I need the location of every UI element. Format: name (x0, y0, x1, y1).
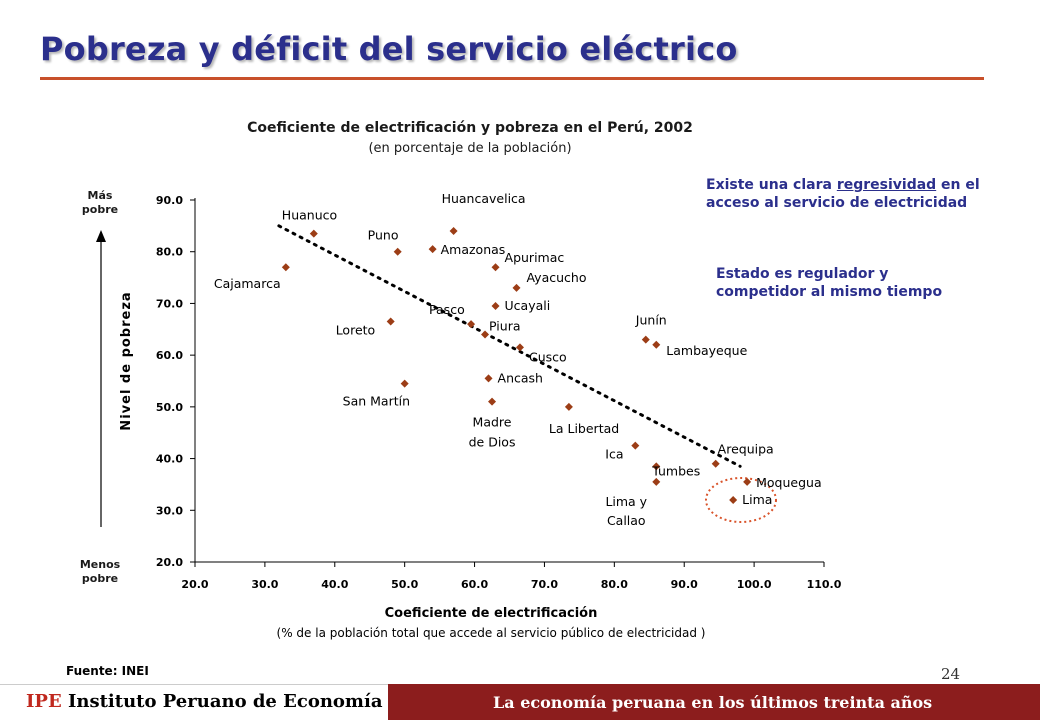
axis-top-annotation: Más pobre (81, 189, 119, 216)
x-axis-subtitle: (% de la población total que accede al s… (277, 626, 706, 640)
data-point (393, 247, 402, 256)
y-tick-label: 90.0 (156, 194, 183, 207)
point-label: Cusco (529, 349, 567, 364)
x-tick-label: 70.0 (531, 578, 558, 591)
trendline (277, 224, 742, 468)
point-label: Ayacucho (526, 270, 586, 285)
footer-brand-short: IPE (26, 691, 62, 712)
point-label: Tumbes (651, 463, 700, 478)
slide-title: Pobreza y déficit del servicio eléctrico (40, 30, 738, 68)
chart-title: Coeficiente de electrificación y pobreza… (247, 120, 693, 136)
point-label: Madre (473, 415, 512, 430)
point-label: Ica (605, 447, 623, 462)
footer-brand-full: Instituto Peruano de Economía (67, 691, 383, 712)
poverty-arrow-head (96, 230, 106, 242)
point-label: Apurimac (505, 250, 565, 265)
note-regresividad-after: en el acceso al servicio de electricidad (706, 177, 980, 211)
point-label: Lima (742, 492, 772, 507)
data-point (491, 263, 500, 272)
note-regresividad-before: Existe una clara (706, 177, 837, 193)
data-point (711, 459, 720, 468)
point-label: Lambayeque (666, 343, 747, 358)
point-label: Huanuco (282, 208, 337, 223)
y-axis-title: Nivel de pobreza (119, 291, 134, 430)
data-point (484, 374, 493, 383)
x-tick-label: 80.0 (601, 578, 628, 591)
point-label: Huancavelica (442, 191, 526, 206)
data-point (449, 227, 458, 236)
data-point (512, 283, 521, 292)
point-label: Lima y (605, 494, 647, 509)
x-tick-label: 100.0 (737, 578, 772, 591)
data-point (729, 495, 738, 504)
point-label: de Dios (469, 435, 516, 450)
x-tick-label: 50.0 (391, 578, 418, 591)
data-point (652, 340, 661, 349)
point-label: Loreto (336, 323, 376, 338)
point-label: Cajamarca (214, 276, 281, 291)
point-label: San Martín (343, 394, 410, 409)
point-label: Ucayali (505, 298, 551, 313)
point-label: La Libertad (549, 421, 619, 436)
data-point (488, 397, 497, 406)
y-tick-label: 50.0 (156, 401, 183, 414)
point-label: Moquegua (756, 475, 822, 490)
footer-tagline-area: La economía peruana en los últimos trein… (388, 684, 1040, 720)
footer-tagline: La economía peruana en los últimos trein… (493, 693, 933, 712)
y-tick-label: 30.0 (156, 504, 183, 517)
page-number: 24 (941, 665, 961, 683)
footer-band: IPE Instituto Peruano de Economía La eco… (0, 684, 1040, 721)
x-tick-label: 30.0 (251, 578, 278, 591)
data-point (467, 320, 476, 329)
chart-subtitle: (en porcentaje de la población) (368, 141, 572, 156)
axis-bottom-annotation: Menos pobre (79, 558, 121, 585)
point-label: Pasco (429, 302, 465, 317)
data-point (281, 263, 290, 272)
data-point (743, 477, 752, 486)
x-tick-label: 60.0 (461, 578, 488, 591)
data-point (309, 229, 318, 238)
title-rule (40, 77, 984, 80)
point-label: Puno (368, 228, 399, 243)
x-tick-label: 40.0 (321, 578, 348, 591)
y-tick-label: 70.0 (156, 297, 183, 310)
x-tick-label: 110.0 (807, 578, 842, 591)
data-point (400, 379, 409, 388)
data-point (652, 477, 661, 486)
data-point (564, 402, 573, 411)
data-point (481, 330, 490, 339)
footer-brand-area: IPE Instituto Peruano de Economía (0, 684, 388, 721)
point-label: Arequipa (718, 442, 774, 457)
x-axis-title: Coeficiente de electrificación (385, 606, 598, 621)
y-tick-label: 20.0 (156, 556, 183, 569)
point-label: Amazonas (441, 242, 506, 257)
note-regresividad-underlined: regresividad (836, 177, 937, 193)
point-label: Junín (635, 313, 667, 328)
note-regresividad: Existe una clara regresividad en el acce… (706, 176, 981, 212)
note-estado: Estado es regulador y competidor al mism… (716, 266, 943, 300)
x-tick-label: 90.0 (671, 578, 698, 591)
point-label: Ancash (498, 370, 543, 385)
highlight-ellipse (705, 477, 777, 523)
scatter-chart: 20.0 30.0 40.0 50.0 60.0 70.0 80.0 90.0 100.0 110… (96, 191, 842, 640)
data-point (491, 302, 500, 311)
x-tick-label: 20.0 (181, 578, 208, 591)
y-tick-label: 80.0 (156, 246, 183, 259)
y-tick-label: 60.0 (156, 349, 183, 362)
data-point (652, 462, 661, 471)
data-point (515, 343, 524, 352)
data-point (631, 441, 640, 450)
y-tick-label: 40.0 (156, 453, 183, 466)
point-label: Callao (607, 513, 646, 528)
source-note: Fuente: INEI (66, 664, 149, 678)
data-point (428, 245, 437, 254)
footer-brand: IPE Instituto Peruano de Economía (26, 691, 382, 712)
point-label: Piura (489, 318, 520, 333)
data-point (641, 335, 650, 344)
data-point (386, 317, 395, 326)
